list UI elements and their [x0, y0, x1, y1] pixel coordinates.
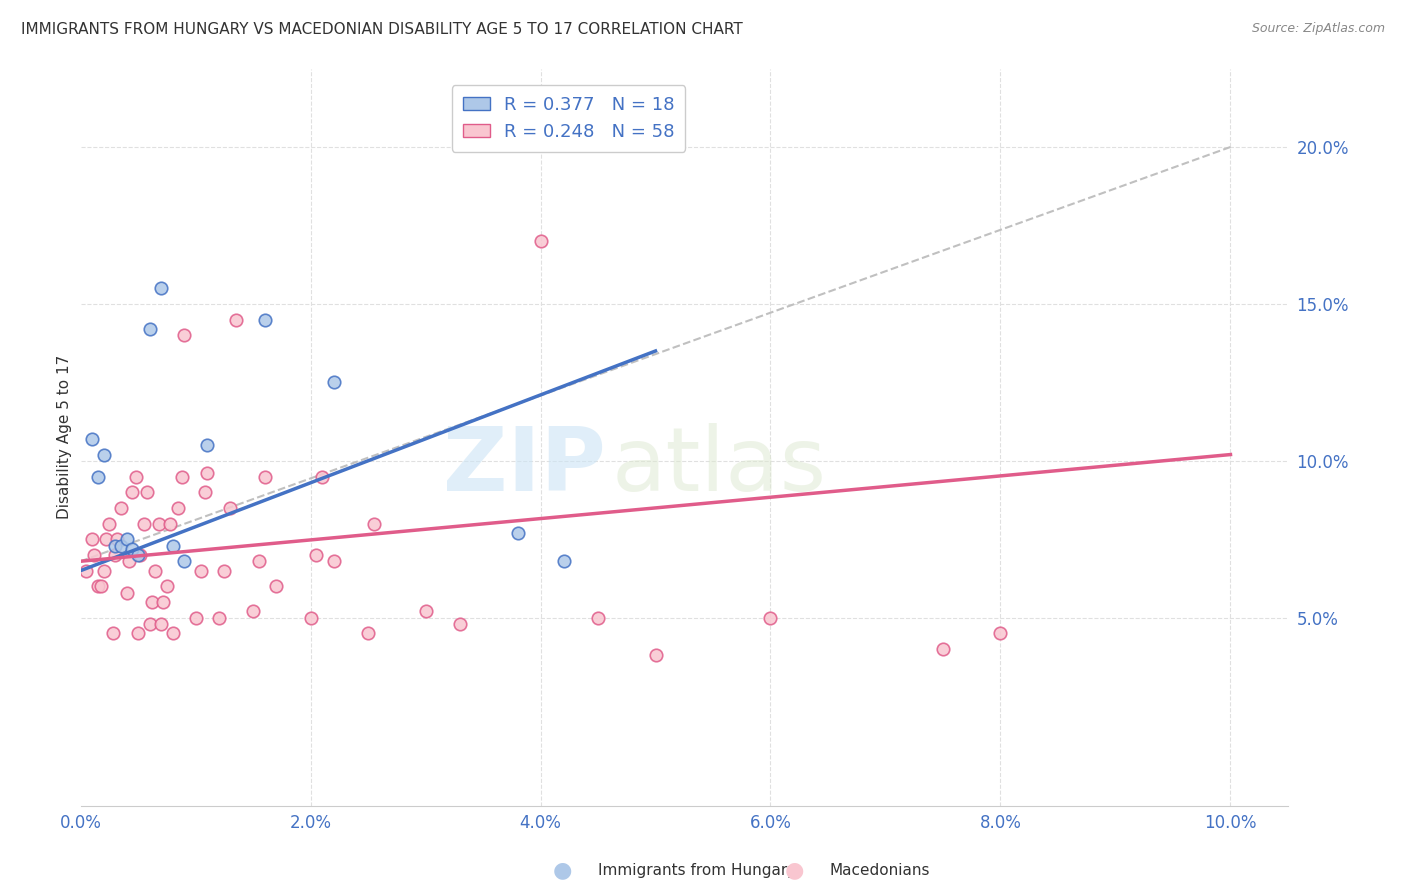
Point: [129, 548, 152, 562]
Point: [225, 312, 247, 326]
Point: [159, 516, 181, 531]
Point: [93, 448, 115, 462]
Point: [150, 617, 173, 632]
Point: [115, 533, 138, 547]
Point: [162, 539, 184, 553]
Point: [90, 579, 112, 593]
Text: ●: ●: [553, 861, 572, 880]
Point: [121, 541, 143, 556]
Text: ZIP: ZIP: [443, 424, 606, 510]
Point: [195, 438, 218, 452]
Point: [644, 109, 666, 123]
Point: [87, 579, 110, 593]
Point: [104, 539, 127, 553]
Text: Macedonians: Macedonians: [830, 863, 929, 878]
Point: [247, 554, 270, 568]
Point: [586, 611, 609, 625]
Point: [115, 585, 138, 599]
Point: [305, 548, 328, 562]
Point: [363, 516, 385, 531]
Text: ●: ●: [785, 861, 804, 880]
Point: [173, 328, 195, 343]
Point: [105, 533, 128, 547]
Point: [141, 595, 163, 609]
Point: [190, 564, 212, 578]
Point: [415, 605, 437, 619]
Point: [80, 533, 103, 547]
Text: atlas: atlas: [612, 424, 827, 510]
Point: [138, 322, 160, 336]
Point: [162, 626, 184, 640]
Point: [170, 469, 193, 483]
Point: [990, 626, 1012, 640]
Point: [299, 611, 322, 625]
Point: [150, 281, 173, 295]
Point: [184, 611, 207, 625]
Text: Source: ZipAtlas.com: Source: ZipAtlas.com: [1251, 22, 1385, 36]
Point: [87, 469, 110, 483]
Point: [214, 564, 236, 578]
Point: [94, 533, 117, 547]
Point: [101, 626, 124, 640]
Point: [207, 611, 229, 625]
Point: [98, 516, 121, 531]
Point: [194, 485, 217, 500]
Point: [529, 234, 551, 248]
Point: [125, 469, 148, 483]
Point: [127, 548, 149, 562]
Legend: R = 0.377   N = 18, R = 0.248   N = 58: R = 0.377 N = 18, R = 0.248 N = 58: [451, 85, 686, 152]
Point: [152, 595, 174, 609]
Point: [148, 516, 170, 531]
Point: [136, 485, 159, 500]
Point: [253, 312, 276, 326]
Point: [104, 548, 127, 562]
Point: [80, 432, 103, 446]
Y-axis label: Disability Age 5 to 17: Disability Age 5 to 17: [58, 355, 72, 519]
Point: [219, 500, 242, 515]
Point: [173, 554, 195, 568]
Point: [506, 526, 529, 541]
Point: [127, 626, 149, 640]
Point: [167, 500, 190, 515]
Point: [449, 617, 471, 632]
Point: [156, 579, 179, 593]
Point: [322, 554, 344, 568]
Point: [83, 548, 105, 562]
Point: [253, 469, 276, 483]
Point: [195, 467, 218, 481]
Point: [242, 605, 264, 619]
Point: [118, 554, 141, 568]
Point: [132, 516, 155, 531]
Point: [110, 500, 132, 515]
Point: [644, 648, 666, 663]
Point: [143, 564, 166, 578]
Point: [264, 579, 287, 593]
Point: [75, 564, 97, 578]
Text: Immigrants from Hungary: Immigrants from Hungary: [598, 863, 796, 878]
Text: IMMIGRANTS FROM HUNGARY VS MACEDONIAN DISABILITY AGE 5 TO 17 CORRELATION CHART: IMMIGRANTS FROM HUNGARY VS MACEDONIAN DI…: [21, 22, 742, 37]
Point: [110, 539, 132, 553]
Point: [759, 611, 782, 625]
Point: [322, 376, 344, 390]
Point: [93, 564, 115, 578]
Point: [553, 554, 575, 568]
Point: [311, 469, 333, 483]
Point: [121, 485, 143, 500]
Point: [138, 617, 160, 632]
Point: [932, 642, 955, 657]
Point: [357, 626, 380, 640]
